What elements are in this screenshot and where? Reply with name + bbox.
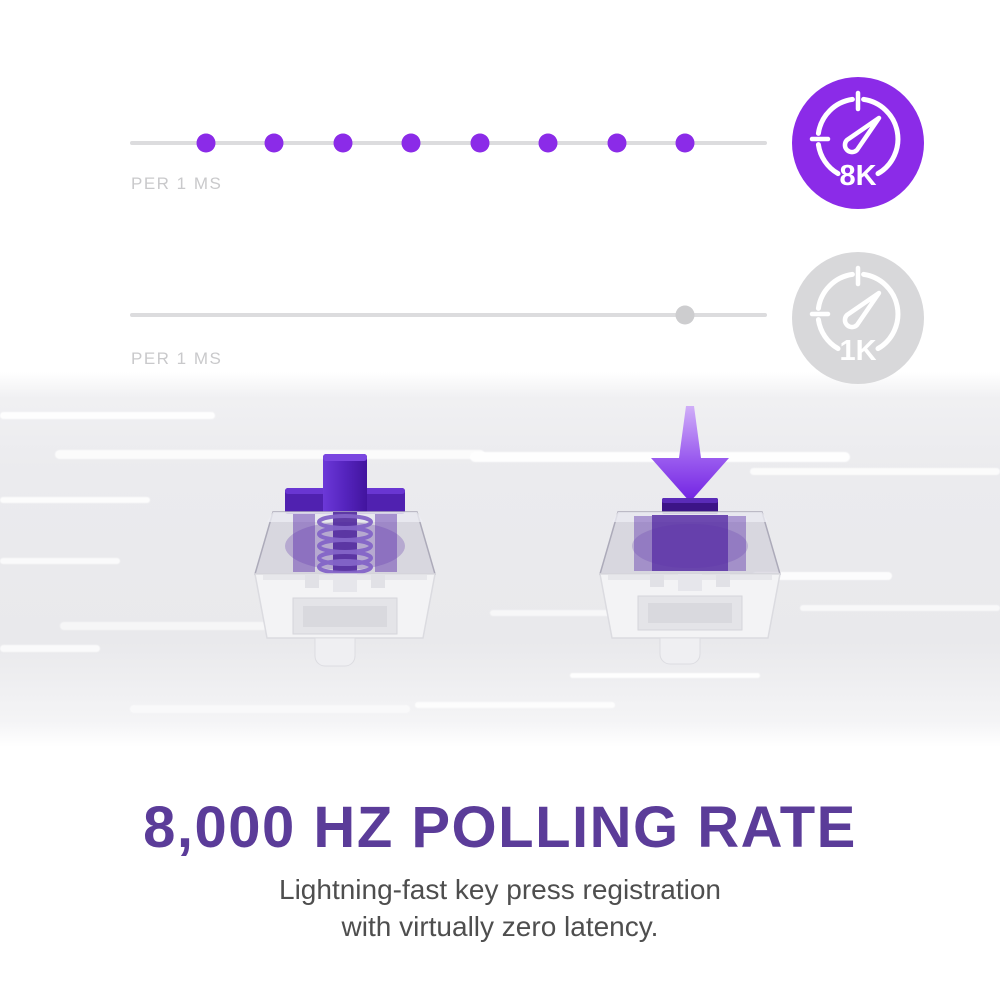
poll-dot xyxy=(333,133,352,153)
speed-streak xyxy=(0,558,120,564)
switch-spring xyxy=(317,514,373,575)
switch-stem-pressed xyxy=(662,498,718,514)
poll-dot xyxy=(675,133,695,153)
switch-top-housing xyxy=(254,511,436,575)
badge-1k-label: 1K xyxy=(839,335,876,367)
polling-badge-1k: 1K xyxy=(792,252,924,384)
speed-streak xyxy=(490,610,670,616)
switch-bottom-housing xyxy=(254,573,436,667)
poll-dot xyxy=(196,133,215,153)
switch-pressed-illustration xyxy=(599,406,781,665)
subtitle-line-2: with virtually zero latency. xyxy=(341,911,659,942)
speed-streak xyxy=(470,452,850,462)
switch-bottom-housing xyxy=(599,573,781,665)
fast-timeline-track xyxy=(130,133,767,153)
speed-streak xyxy=(60,622,360,630)
fast-timeline-label: PER 1 MS xyxy=(131,174,223,193)
speedometer-icon xyxy=(809,265,901,352)
speed-streak xyxy=(750,468,1000,475)
speed-streak xyxy=(130,705,410,713)
badge-8k-label: 8K xyxy=(839,160,876,192)
badge-circle xyxy=(792,77,924,209)
poll-dot xyxy=(470,133,489,153)
slow-timeline-label: PER 1 MS xyxy=(131,349,223,368)
switch-released-illustration xyxy=(254,454,436,667)
down-arrow-icon xyxy=(651,406,729,502)
poll-dot xyxy=(675,305,695,325)
speed-lines-background xyxy=(0,372,1000,747)
speed-streak xyxy=(0,412,215,419)
subtitle-line-1: Lightning-fast key press registration xyxy=(279,874,721,905)
badge-circle xyxy=(792,252,924,384)
poll-dot xyxy=(538,133,558,153)
speed-streak xyxy=(415,702,615,708)
page-subtitle: Lightning-fast key press registration wi… xyxy=(0,871,1000,945)
speed-streak xyxy=(0,497,150,503)
speed-streak xyxy=(800,605,1000,611)
speed-streak xyxy=(55,450,485,459)
poll-dot xyxy=(607,133,626,153)
speedometer-icon xyxy=(809,90,901,177)
speed-streak xyxy=(0,645,100,652)
speed-streak xyxy=(752,572,892,580)
page-title: 8,000 HZ POLLING RATE xyxy=(143,795,857,860)
switch-top-housing xyxy=(599,511,781,575)
switch-stem-cross xyxy=(285,454,405,514)
poll-dot xyxy=(264,133,284,153)
slow-timeline-track xyxy=(130,305,767,325)
polling-badge-8k: 8K xyxy=(792,77,924,209)
speed-streak xyxy=(570,673,760,678)
poll-dot xyxy=(401,133,421,153)
